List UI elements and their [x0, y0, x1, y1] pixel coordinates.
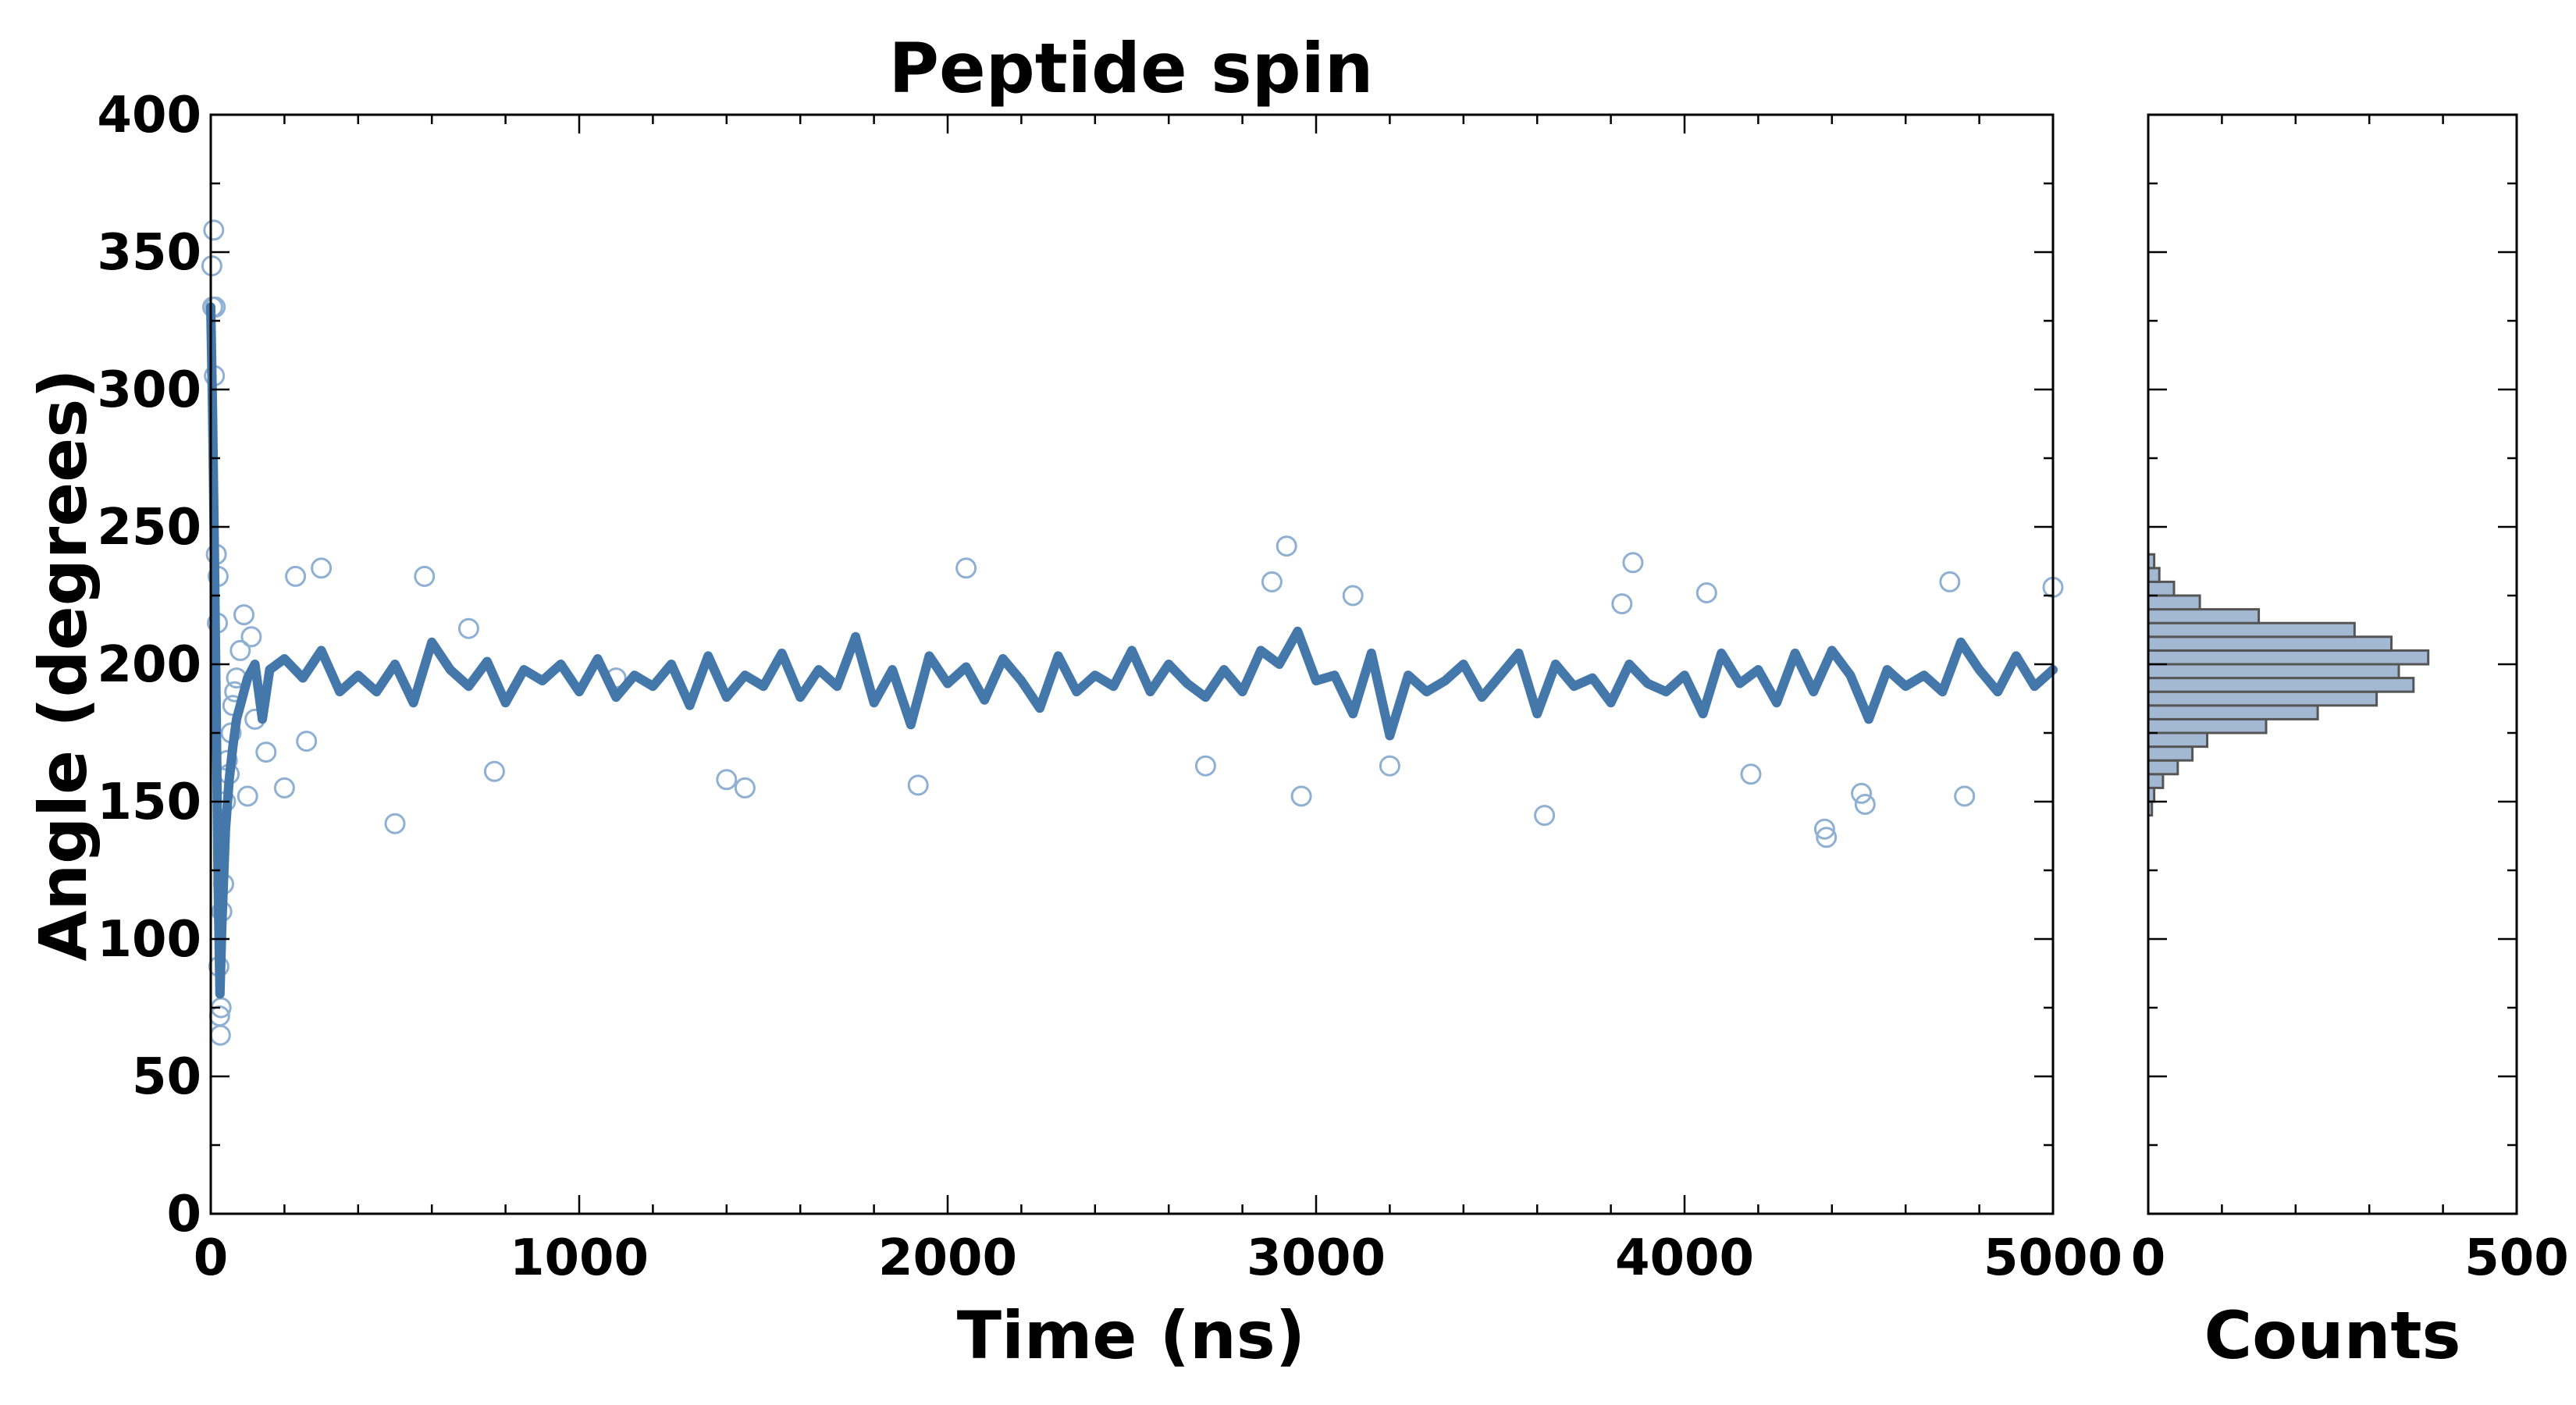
x-tick-label: 3000 [1247, 1229, 1386, 1287]
scatter-point [1695, 582, 1717, 603]
y-tick-label: 150 [97, 774, 201, 831]
scatter-point [233, 604, 254, 626]
histogram-bar [2147, 621, 2356, 638]
histogram-bar [2147, 594, 2201, 611]
x-tick-label: 5000 [1984, 1229, 2122, 1287]
scatter-point [1740, 763, 1762, 785]
x-axis-label: Time (ns) [957, 1297, 1305, 1374]
scatter-point [457, 617, 479, 639]
scatter-point [1290, 785, 1312, 807]
main-plot-panel: 0 1000 2000 3000 4000 5000 0 50 100 150 200 250 300… [97, 87, 2122, 1287]
scatter-point [414, 565, 436, 587]
histogram-bar [2147, 745, 2194, 762]
histogram-bar [2147, 704, 2319, 720]
scatter-point [483, 760, 505, 782]
scatter-point [1534, 805, 1556, 827]
scatter-point [1611, 593, 1633, 615]
y-tick-label: 50 [132, 1048, 201, 1106]
x-tick-label: 1000 [510, 1229, 649, 1287]
histogram-bar [2147, 649, 2430, 666]
scatter-point [1813, 818, 1835, 840]
x-tick-label: 2000 [878, 1229, 1017, 1287]
scatter-point [240, 626, 262, 648]
scatter-point [1194, 755, 1216, 777]
scatter-point [907, 774, 929, 796]
histogram-panel: 0 500 [2131, 113, 2569, 1287]
scatter-point [1939, 571, 1961, 592]
histogram-bar [2147, 690, 2379, 707]
y-axis-tick-labels: 0 50 100 150 200 250 300 350 400 [97, 87, 201, 1243]
scatter-point [1854, 794, 1876, 815]
histogram-bar [2147, 580, 2176, 597]
scatter-point [1379, 755, 1400, 777]
histogram-x-tick-labels: 0 500 [2131, 1229, 2569, 1287]
hist-x-tick-label: 0 [2131, 1229, 2166, 1287]
scatter-point [296, 731, 318, 752]
scatter-point [734, 777, 756, 799]
y-tick-label: 400 [97, 87, 201, 144]
histogram-x-axis-label: Counts [2204, 1297, 2460, 1374]
histogram-bar [2147, 717, 2268, 735]
scatter-point [1954, 785, 1976, 807]
histogram-frame [2147, 113, 2518, 1215]
scatter-point [1261, 571, 1283, 592]
scatter-point [203, 219, 225, 241]
y-tick-label: 300 [97, 361, 201, 419]
scatter-point [1816, 827, 1838, 848]
x-tick-label: 0 [194, 1229, 229, 1287]
chart-title: Peptide spin [889, 28, 1374, 108]
y-axis-label: Angle (degrees) [25, 368, 101, 961]
scatter-point [1851, 782, 1873, 804]
scatter-point [955, 557, 977, 579]
histogram-bar [2147, 635, 2393, 652]
x-tick-label: 4000 [1615, 1229, 1754, 1287]
main-axis-ticks [209, 113, 2055, 1215]
scatter-point [716, 769, 738, 791]
histogram-bar [2147, 759, 2179, 776]
y-tick-label: 200 [97, 636, 201, 694]
scatter-point [273, 777, 295, 799]
scatter-point [285, 565, 307, 587]
histogram-bar [2147, 663, 2400, 680]
scatter-point [311, 557, 333, 579]
scatter-point [384, 813, 406, 834]
y-tick-label: 350 [97, 224, 201, 282]
y-tick-label: 250 [97, 499, 201, 557]
y-tick-label: 0 [166, 1186, 201, 1243]
histogram-bar [2147, 608, 2261, 624]
histogram-bar [2147, 773, 2165, 789]
scatter-point [255, 742, 277, 763]
scatter-point [229, 639, 251, 661]
scatter-point [1622, 552, 1644, 574]
x-axis-tick-labels: 0 1000 2000 3000 4000 5000 [194, 1229, 2122, 1287]
main-plot-frame [209, 113, 2055, 1215]
y-tick-label: 100 [97, 911, 201, 969]
hist-x-tick-label: 500 [2464, 1229, 2569, 1287]
histogram-bar [2147, 731, 2208, 749]
histogram-bar [2147, 677, 2415, 693]
smoothed-line [206, 302, 2058, 999]
scatter-point [1276, 535, 1297, 557]
histogram-bar [2147, 567, 2161, 583]
smoothed-series [206, 302, 2058, 999]
scatter-point [237, 785, 258, 807]
scatter-point [1342, 585, 1364, 606]
